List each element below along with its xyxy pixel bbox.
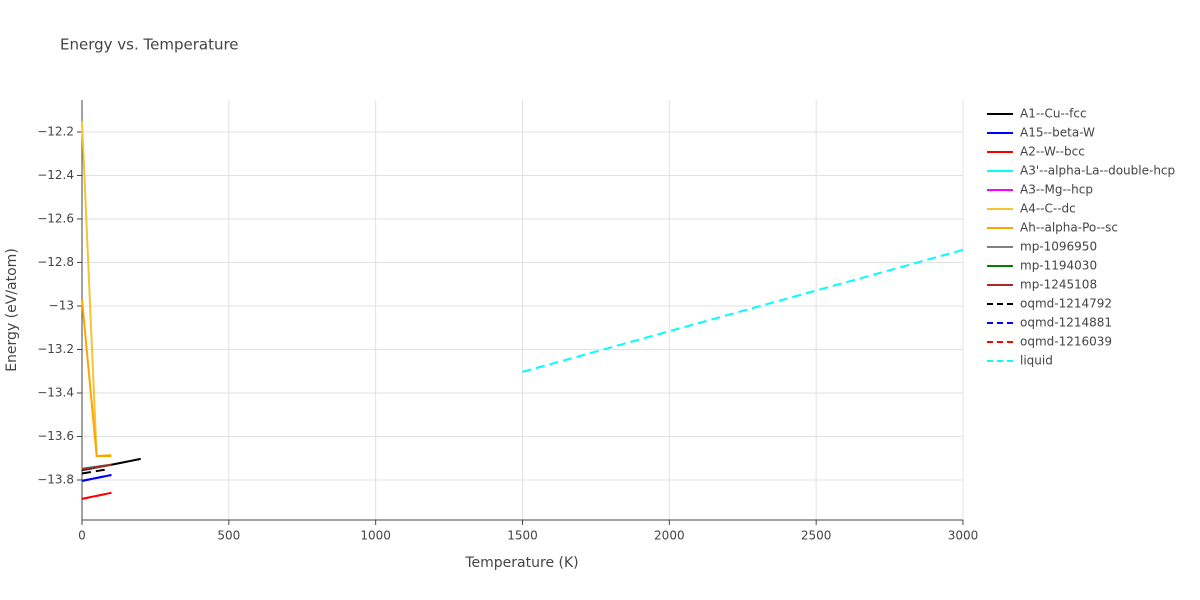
legend-label: mp-1096950: [1020, 240, 1097, 254]
plot-area: [81, 121, 964, 500]
y-tick-label: −13.4: [37, 385, 74, 399]
legend-label: liquid: [1020, 354, 1053, 368]
x-tick-label: 1500: [507, 529, 538, 543]
series-line: [81, 473, 112, 482]
y-tick-label: −12.2: [37, 124, 74, 138]
legend-label: A15--beta-W: [1020, 126, 1095, 140]
legend-label: A3'--alpha-La--double-hcp: [1020, 164, 1175, 178]
legend-label: A3--Mg--hcp: [1020, 183, 1093, 197]
y-tick-label: −13: [49, 298, 74, 312]
y-axis-title: Energy (eV/atom): [4, 248, 20, 372]
series-line: [81, 491, 112, 500]
y-tick-label: −12.6: [37, 211, 74, 225]
y-tick-label: −13.8: [37, 472, 74, 486]
series-line: [81, 463, 112, 471]
chart-title: Energy vs. Temperature: [60, 36, 239, 54]
x-tick-label: 1000: [360, 529, 391, 543]
y-tick-label: −13.6: [37, 429, 74, 443]
legend-label: A2--W--bcc: [1020, 145, 1085, 159]
x-tick-label: 500: [217, 529, 240, 543]
x-tick-label: 3000: [948, 529, 979, 543]
series-line: [81, 121, 112, 458]
x-tick-label: 2500: [801, 529, 832, 543]
legend-label: mp-1194030: [1020, 259, 1097, 273]
series-line: [81, 299, 112, 458]
legend-label: oqmd-1216039: [1020, 335, 1112, 349]
series-line: [81, 468, 109, 475]
y-tick-label: −13.2: [37, 342, 74, 356]
x-tick-label: 2000: [654, 529, 685, 543]
legend-label: mp-1245108: [1020, 278, 1097, 292]
y-tick-label: −12.8: [37, 255, 74, 269]
legend-label: oqmd-1214792: [1020, 297, 1112, 311]
legend-label: Ah--alpha-Po--sc: [1020, 221, 1118, 235]
legend-label: A4--C--dc: [1020, 202, 1076, 216]
x-tick-label: 0: [78, 529, 86, 543]
y-tick-label: −12.4: [37, 168, 74, 182]
x-axis-title: Temperature (K): [464, 555, 578, 571]
series-line: [522, 248, 964, 373]
legend-label: oqmd-1214881: [1020, 316, 1112, 330]
legend-label: A1--Cu--fcc: [1020, 107, 1087, 121]
